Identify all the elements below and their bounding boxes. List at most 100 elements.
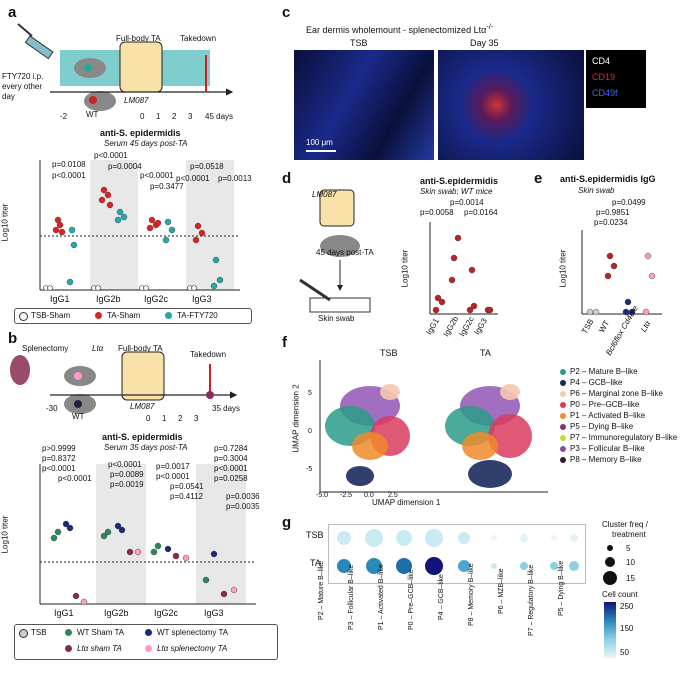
b-legend-0: TSB (31, 628, 47, 637)
c-scalebar-label: 100 μm (306, 138, 333, 147)
f-left-label: TSB (380, 348, 398, 358)
b-takedown-label: Takedown (190, 350, 227, 359)
f-ytick-1: 0 (308, 428, 312, 435)
b-pval-16: p=0.0035 (226, 502, 260, 511)
f-cluster-swatch-0 (560, 368, 566, 375)
panel-label-b: b (8, 330, 18, 347)
f-cluster-item-6: P7 – Immunoregulatory B–like (560, 432, 690, 443)
g-size-legend-title-2: treatment (612, 530, 646, 539)
panel-label-c: c (282, 4, 291, 21)
b-pval-14: p=0.0258 (214, 474, 248, 483)
b-group-3: IgG3 (204, 608, 224, 618)
e-ylabel: Log10 titer (558, 249, 568, 288)
e-group-1: WT (597, 318, 612, 335)
f-cluster-item-8: P8 – Memory B–like (560, 454, 690, 465)
b-strain-label: LM087 (130, 402, 155, 411)
f-cluster-label-7: P3 – Follicular B–like (570, 444, 645, 453)
f-xtick-3: 2.5 (388, 492, 398, 499)
b-legend: TSB WT Sham TA WT splenectomy TA Ltα sha… (14, 624, 278, 660)
b-fbta-label: Full-body TA (118, 344, 163, 353)
g-dotplot (337, 529, 579, 575)
a-chart (39, 160, 240, 291)
b-pval-12: p=0.3004 (214, 454, 248, 463)
c-left-label: TSB (350, 38, 368, 48)
g-color-legend-2: 50 (620, 648, 629, 657)
a-legend: TSB-Sham TA-Sham TA-FTY720 (14, 308, 252, 324)
f-cluster-item-3: P0 – Pre–GCB–like (560, 399, 690, 410)
a-legend-2: TA-FTY720 (177, 311, 218, 320)
panel-d-schematic (299, 189, 371, 313)
a-legend-swatch-1 (95, 312, 102, 319)
d-swab-label: Skin swab (318, 314, 355, 323)
e-chart-subtitle: Skin swab (578, 186, 615, 195)
a-pval-1: p<0.0001 (52, 171, 86, 180)
b-legend-3: Ltα sham TA (77, 644, 122, 653)
e-chart (581, 230, 662, 316)
a-legend-1: TA-Sham (107, 311, 141, 320)
e-group-3: Ltα (638, 319, 653, 334)
b-group-1: IgG2b (104, 608, 129, 618)
b-pval-7: p=0.0017 (156, 462, 190, 471)
d-chart (429, 222, 498, 315)
f-cluster-swatch-5 (560, 423, 566, 430)
g-size-legend-title: Cluster freq / (602, 520, 648, 529)
panel-label-e: e (534, 170, 543, 187)
d-group-0: IgG1 (424, 316, 441, 337)
f-cluster-item-4: P1 – Activated B–like (560, 410, 690, 421)
b-legend-4: Ltα splenectomy TA (157, 644, 228, 653)
b-legend-swatch-3 (65, 645, 72, 652)
b-pval-0: p>0.9999 (42, 444, 76, 453)
b-pval-15: p=0.0036 (226, 492, 260, 501)
a-pval-4: p<0.0001 (140, 171, 174, 180)
f-cluster-label-4: P1 – Activated B–like (570, 411, 646, 420)
a-pval-5: p=0.3477 (150, 182, 184, 191)
b-legend-1: WT Sham TA (77, 628, 125, 637)
a-pval-2: p<0.0001 (94, 151, 128, 160)
a-procedure-label: Full-body TA (116, 34, 161, 43)
f-cluster-label-6: P7 – Immunoregulatory B–like (570, 433, 678, 442)
d-chart-subtitle: Skin swab; WT mice (420, 187, 493, 196)
a-pval-0: p=0.0108 (52, 160, 86, 169)
b-legend-swatch-1 (65, 629, 72, 636)
a-group-1: IgG2b (96, 294, 121, 304)
b-pval-5: p=0.0089 (110, 470, 144, 479)
a-pval-8: p=0.0013 (218, 174, 252, 183)
b-pval-2: p<0.0001 (42, 464, 76, 473)
f-xtick-0: -5.0 (316, 492, 329, 499)
f-cluster-label-3: P0 – Pre–GCB–like (570, 400, 640, 409)
f-cluster-item-7: P3 – Follicular B–like (560, 443, 690, 454)
panel-a-schematic (17, 23, 234, 111)
syringe-icon (17, 23, 54, 60)
c-image-tsb: 100 μm (294, 50, 434, 160)
f-cluster-item-2: P6 – Marginal zone B–like (560, 388, 690, 399)
f-ytick-0: -5 (306, 466, 313, 473)
b-tick-3: 2 (178, 414, 183, 423)
d-pval-2: p=0.0164 (464, 208, 498, 217)
g-dotplot-frame (328, 524, 586, 584)
f-cluster-item-5: P5 – Dying B–like (560, 421, 690, 432)
a-legend-swatch-2 (165, 312, 172, 319)
c-channel-1: CD19 (592, 72, 616, 82)
g-col-1: P3 – Follicular B–like (348, 564, 355, 630)
a-ylabel: Log10 titer (0, 203, 10, 242)
b-tick-2: 1 (162, 414, 167, 423)
e-pval-2: p=0.0234 (594, 218, 628, 227)
d-pval-0: p=0.0014 (450, 198, 484, 207)
f-cluster-swatch-1 (560, 379, 566, 386)
b-legend-2: WT splenectomy TA (157, 628, 229, 637)
a-takedown-label: Takedown (180, 34, 217, 43)
f-cluster-swatch-6 (560, 434, 566, 441)
f-cluster-item-0: P2 – Mature B–like (560, 366, 690, 377)
f-xtick-1: -2.5 (340, 492, 353, 499)
panel-b-schematic (10, 351, 238, 414)
f-cluster-label-2: P6 – Marginal zone B–like (570, 389, 663, 398)
b-chart-subtitle: Serum 35 days post-TA (104, 443, 188, 452)
f-cluster-swatch-3 (560, 401, 566, 408)
a-legend-swatch-0 (19, 312, 28, 321)
b-pval-6: p=0.0019 (110, 480, 144, 489)
f-cluster-label-5: P5 – Dying B–like (570, 422, 634, 431)
f-cluster-label-1: P4 – GCB–like (570, 378, 623, 387)
b-pval-4: p<0.0001 (108, 460, 142, 469)
g-color-legend-1: 150 (620, 624, 634, 633)
g-color-legend-title: Cell count (602, 590, 638, 599)
